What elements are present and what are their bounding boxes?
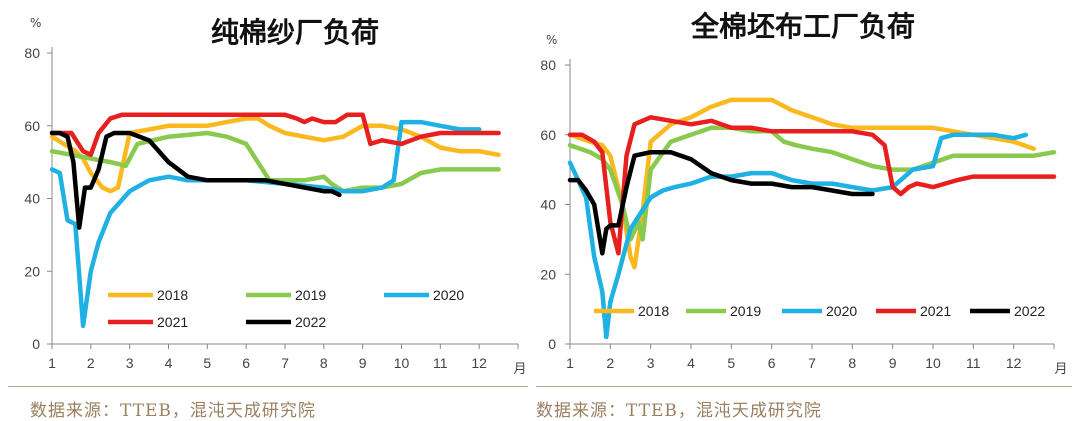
series-line-2019: [49, 130, 501, 194]
legend-label-2018: 2018: [638, 303, 669, 319]
x-tick-label: 1: [48, 355, 56, 371]
x-tick-label: 8: [848, 355, 856, 371]
y-tick-label: 60: [540, 127, 556, 143]
x-tick-label: 11: [433, 355, 448, 371]
legend-label-2022: 2022: [1014, 303, 1045, 319]
legend-label-2019: 2019: [295, 287, 326, 303]
source-divider-right: [536, 386, 1072, 387]
y-tick-label: 0: [548, 336, 556, 352]
x-tick-label: 7: [281, 355, 289, 371]
x-tick-label: 4: [165, 355, 173, 371]
source-divider-left: [8, 386, 528, 387]
source-note-left: 数据来源：TTEB，混沌天成研究院: [30, 401, 316, 421]
y-tick-label: 0: [32, 336, 40, 352]
x-tick-label: 2: [606, 355, 614, 371]
x-tick-label: 6: [242, 355, 250, 371]
x-tick-label: 5: [727, 355, 735, 371]
chart-title: 全棉坯布工厂负荷: [690, 10, 915, 43]
x-tick-label: 8: [320, 355, 328, 371]
legend: 2018 2019 2020 2021 2022: [594, 303, 1045, 319]
x-tick-label: 6: [768, 355, 776, 371]
x-tick-label: 1: [566, 355, 574, 371]
legend-label-2019: 2019: [730, 303, 761, 319]
legend: 2018 2019 2020 2021 2022: [108, 287, 464, 330]
legend-label-2020: 2020: [826, 303, 857, 319]
y-tick-label: 40: [540, 197, 556, 213]
y-tick-label: 80: [540, 57, 556, 73]
y-axis-unit: %: [546, 33, 557, 47]
y-tick-label: 40: [24, 191, 40, 207]
series-line-2022: [49, 130, 342, 230]
y-tick-label: 80: [24, 45, 40, 61]
x-axis-unit: 月: [511, 362, 527, 376]
source-note-right: 数据来源：TTEB，混沌天成研究院: [536, 401, 822, 421]
x-tick-label: 12: [1006, 355, 1022, 371]
x-axis-unit: 月: [1052, 362, 1068, 376]
x-tick-label: 5: [203, 355, 211, 371]
chart-title: 纯棉纱厂负荷: [211, 16, 379, 49]
y-tick-label: 60: [24, 118, 40, 134]
series-line-2020: [567, 132, 1029, 340]
x-tick-label: 10: [394, 355, 410, 371]
series-line-2022: [567, 149, 875, 256]
series-line-2021: [49, 112, 501, 158]
y-axis-unit: %: [30, 16, 41, 30]
legend-label-2021: 2021: [157, 314, 188, 330]
y-tick-label: 20: [540, 266, 556, 282]
x-tick-label: 9: [889, 355, 897, 371]
x-tick-label: 12: [471, 355, 487, 371]
legend-label-2021: 2021: [920, 303, 951, 319]
x-tick-label: 3: [647, 355, 655, 371]
legend-label-2020: 2020: [433, 287, 464, 303]
x-tick-label: 11: [966, 355, 981, 371]
x-tick-label: 4: [687, 355, 695, 371]
legend-label-2018: 2018: [157, 287, 188, 303]
x-tick-label: 3: [126, 355, 134, 371]
x-tick-label: 2: [87, 355, 95, 371]
x-tick-label: 7: [808, 355, 816, 371]
legend-label-2022: 2022: [295, 314, 326, 330]
series-line-2021: [567, 115, 1057, 256]
x-tick-label: 10: [925, 355, 941, 371]
y-tick-label: 20: [24, 263, 40, 279]
series-line-2018: [49, 116, 501, 194]
x-tick-label: 9: [359, 355, 367, 371]
